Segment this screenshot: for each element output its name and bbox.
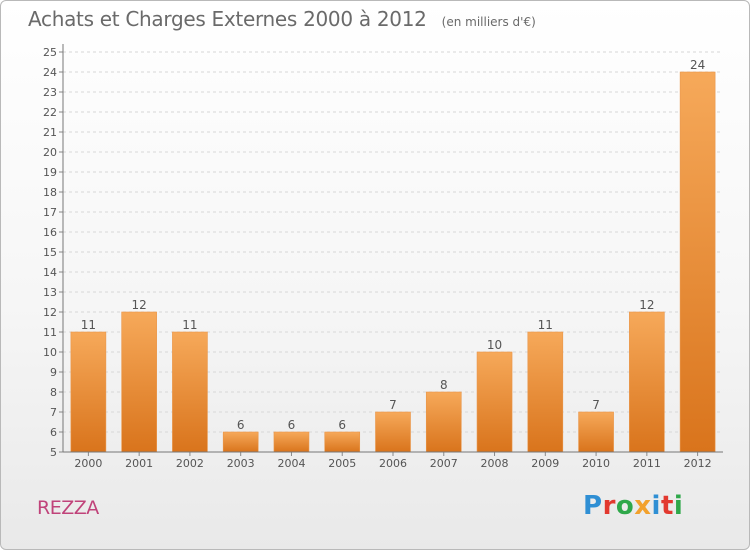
logo-letter: i [673, 491, 684, 521]
x-tick-label: 2001 [125, 457, 153, 470]
y-tick-label: 21 [43, 126, 57, 139]
y-tick-label: 13 [43, 286, 57, 299]
y-tick-label: 16 [43, 226, 57, 239]
y-tick-label: 24 [43, 66, 57, 79]
chart-title-row: Achats et Charges Externes 2000 à 2012 (… [28, 7, 536, 31]
y-tick-label: 19 [43, 166, 57, 179]
y-tick-label: 17 [43, 206, 57, 219]
x-tick-label: 2009 [531, 457, 559, 470]
logo-letter: t [660, 491, 674, 521]
y-tick-label: 8 [50, 386, 57, 399]
y-tick-label: 23 [43, 86, 57, 99]
x-tick-label: 2011 [633, 457, 661, 470]
proxiti-logo: Proxiti [583, 491, 683, 521]
data-label: 10 [487, 338, 502, 352]
bar-2011 [629, 311, 665, 453]
y-tick-label: 10 [43, 346, 57, 359]
x-tick-label: 2008 [481, 457, 509, 470]
data-label: 7 [389, 398, 397, 412]
data-label: 8 [440, 378, 448, 392]
x-axis-ticks: 2000 2001 2002 2003 2004 2005 2006 2007 2008 2009… [74, 452, 712, 470]
data-label: 11 [538, 318, 553, 332]
grid-lines [63, 51, 723, 453]
y-tick-label: 11 [43, 326, 57, 339]
x-tick-label: 2007 [430, 457, 458, 470]
data-label: 7 [592, 398, 600, 412]
x-tick-label: 2003 [227, 457, 255, 470]
data-labels: 11 12 11 6 6 6 7 8 10 11 7 12 24 [81, 58, 706, 432]
y-axis-ticks: 5 6 7 8 9 10 11 12 13 14 15 16 17 18 19 20 21 22 23 24 25 [43, 46, 63, 459]
bar-2000 [70, 331, 107, 453]
y-tick-label: 15 [43, 246, 57, 259]
bar-2003 [222, 431, 259, 453]
data-label: 12 [639, 298, 654, 312]
x-tick-label: 2000 [74, 457, 102, 470]
data-label: 12 [132, 298, 147, 312]
y-tick-label: 5 [50, 446, 57, 459]
y-tick-label: 6 [50, 426, 57, 439]
chart-title: Achats et Charges Externes 2000 à 2012 [28, 7, 427, 31]
logo-letter: o [615, 491, 635, 521]
bar-2007 [425, 391, 462, 453]
logo-letter: r [602, 491, 616, 521]
x-tick-label: 2010 [582, 457, 610, 470]
y-tick-label: 20 [43, 146, 57, 159]
y-tick-label: 9 [50, 366, 57, 379]
data-label: 6 [288, 418, 296, 432]
x-tick-label: 2004 [277, 457, 305, 470]
data-label: 11 [182, 318, 197, 332]
x-tick-label: 2005 [328, 457, 356, 470]
commune-name: REZZA [37, 497, 99, 519]
y-tick-label: 18 [43, 186, 57, 199]
y-tick-label: 22 [43, 106, 57, 119]
bar-2006 [375, 411, 411, 453]
bar-2005 [324, 431, 361, 453]
bar-2010 [578, 411, 614, 453]
y-tick-label: 25 [43, 46, 57, 59]
y-tick-label: 7 [50, 406, 57, 419]
bar-2012 [679, 71, 716, 453]
x-tick-label: 2002 [176, 457, 204, 470]
x-tick-label: 2012 [684, 457, 712, 470]
data-label: 6 [338, 418, 346, 432]
axes [62, 44, 723, 453]
data-label: 6 [237, 418, 245, 432]
bar-2009 [527, 331, 564, 453]
y-tick-label: 12 [43, 306, 57, 319]
logo-letter: x [634, 491, 652, 521]
data-label: 24 [690, 58, 705, 72]
chart-unit: (en milliers d'€) [441, 15, 536, 29]
bar-2008 [476, 351, 513, 453]
bars [70, 71, 716, 453]
logo-letter: i [651, 491, 661, 521]
data-label: 11 [81, 318, 96, 332]
logo-letter: P [583, 491, 603, 521]
bar-2002 [172, 331, 208, 453]
bar-2004 [273, 431, 310, 453]
y-tick-label: 14 [43, 266, 57, 279]
x-tick-label: 2006 [379, 457, 407, 470]
bar-2001 [121, 311, 157, 453]
